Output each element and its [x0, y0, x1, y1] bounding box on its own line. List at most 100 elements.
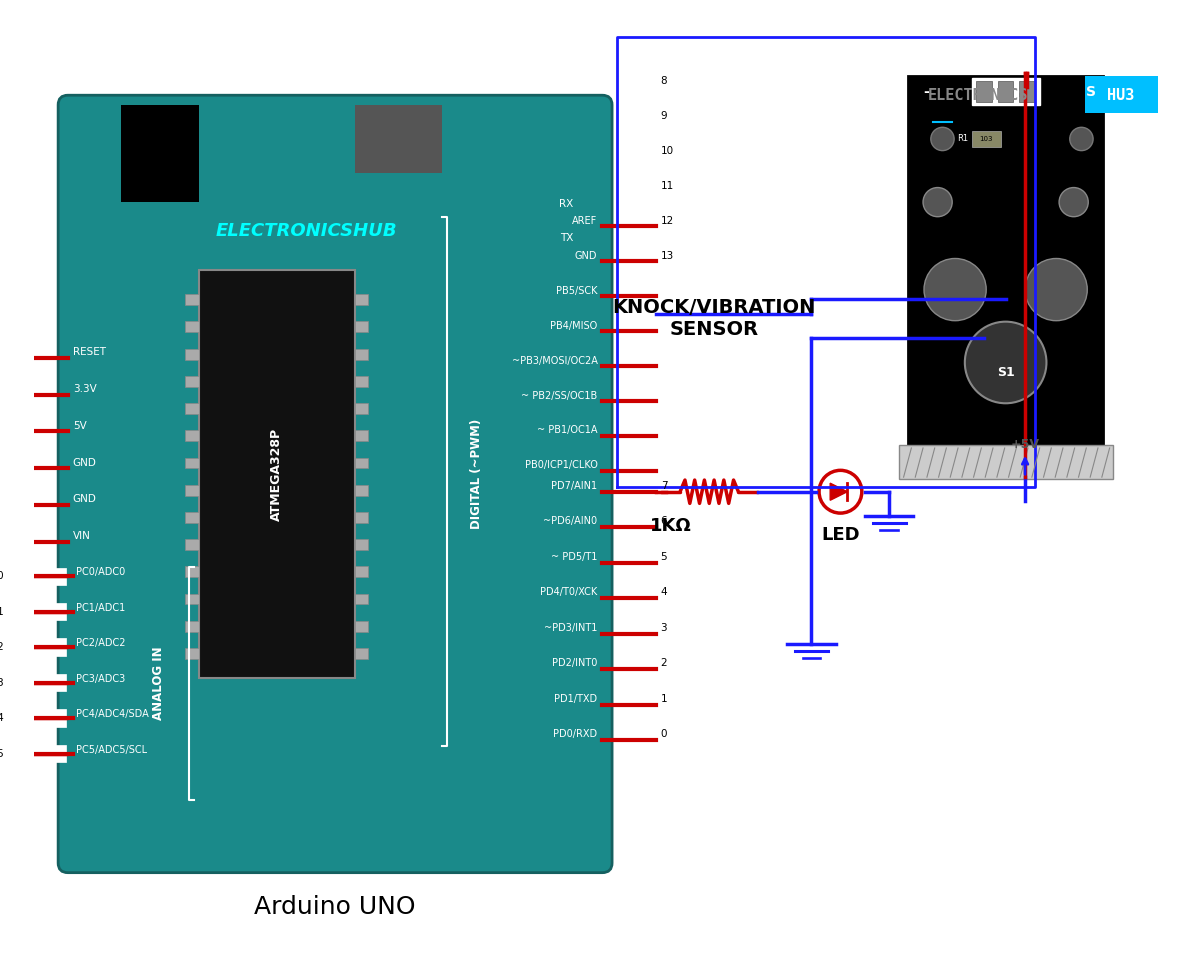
Bar [354, 349, 368, 360]
Text: ~PD3/INT1: ~PD3/INT1 [544, 623, 598, 632]
Text: KNOCK/VIBRATION
SENSOR: KNOCK/VIBRATION SENSOR [612, 298, 816, 339]
Bar [186, 512, 199, 522]
Text: HU3: HU3 [1106, 88, 1134, 103]
Text: 6: 6 [661, 517, 667, 526]
Bar [186, 485, 199, 495]
Text: ~PD6/AIN0: ~PD6/AIN0 [544, 517, 598, 526]
Text: PD2/INT0: PD2/INT0 [552, 658, 598, 668]
Bar [199, 270, 354, 679]
Bar [7, 603, 66, 621]
Text: ~ PB2/SS/OC1B: ~ PB2/SS/OC1B [521, 390, 598, 400]
Text: PB4/MISO: PB4/MISO [551, 321, 598, 331]
Text: 1: 1 [661, 694, 667, 704]
Circle shape [931, 127, 954, 150]
Bar [7, 638, 66, 656]
Text: ATMEGA328P: ATMEGA328P [270, 428, 283, 521]
FancyBboxPatch shape [58, 95, 612, 872]
Text: ANALOG IN: ANALOG IN [151, 646, 164, 720]
Bar [354, 321, 368, 333]
Text: -: - [923, 85, 929, 99]
Bar [998, 81, 1014, 102]
Bar [7, 710, 66, 727]
Text: A2: A2 [0, 642, 5, 653]
Circle shape [923, 188, 952, 217]
Text: PB0/ICP1/CLKO: PB0/ICP1/CLKO [524, 461, 598, 470]
Text: PC1/ADC1: PC1/ADC1 [76, 602, 125, 613]
Polygon shape [830, 483, 847, 500]
Text: 1KΩ: 1KΩ [649, 517, 691, 535]
Text: 3: 3 [661, 623, 667, 632]
Text: PC0/ADC0: PC0/ADC0 [76, 568, 125, 577]
Text: 2: 2 [661, 658, 667, 668]
Bar [7, 568, 66, 585]
Text: 0: 0 [661, 729, 667, 739]
Circle shape [1025, 258, 1087, 321]
Text: ~ PB1/OC1A: ~ PB1/OC1A [536, 425, 598, 436]
Text: 5V: 5V [73, 420, 86, 431]
Text: AREF: AREF [572, 216, 598, 226]
Bar [121, 105, 199, 202]
Bar [354, 458, 368, 469]
Bar [1085, 76, 1158, 113]
Bar [1019, 81, 1034, 102]
Text: R1: R1 [958, 134, 968, 144]
Bar [186, 376, 199, 387]
Text: DIGITAL (~PWM): DIGITAL (~PWM) [469, 419, 482, 529]
Text: VIN: VIN [73, 531, 90, 542]
Text: RESET: RESET [73, 347, 106, 357]
Text: 5: 5 [661, 551, 667, 562]
Text: 103: 103 [979, 136, 992, 142]
Bar [186, 430, 199, 442]
Text: PD4/T0/XCK: PD4/T0/XCK [540, 587, 598, 598]
Bar [186, 594, 199, 604]
Text: 8: 8 [661, 75, 667, 86]
Text: PB5/SCK: PB5/SCK [556, 285, 598, 296]
Bar [186, 321, 199, 333]
Circle shape [924, 258, 986, 321]
Circle shape [1069, 127, 1093, 150]
Text: A1: A1 [0, 606, 5, 617]
Text: 9: 9 [661, 111, 667, 120]
Text: ~ PD5/T1: ~ PD5/T1 [551, 551, 598, 562]
Bar [186, 567, 199, 577]
Text: ~PB3/MOSI/OC2A: ~PB3/MOSI/OC2A [511, 356, 598, 365]
Bar [354, 539, 368, 550]
Bar [354, 512, 368, 522]
Text: GND: GND [73, 495, 96, 504]
Bar [186, 539, 199, 550]
Bar [354, 376, 368, 387]
Bar [354, 403, 368, 414]
Bar [186, 349, 199, 360]
Text: Arduino UNO: Arduino UNO [254, 895, 416, 919]
Circle shape [965, 322, 1046, 403]
Text: PC3/ADC3: PC3/ADC3 [76, 674, 125, 683]
Text: 4: 4 [661, 587, 667, 598]
Bar [977, 81, 992, 102]
Text: A0: A0 [0, 572, 5, 581]
Text: 11: 11 [661, 180, 674, 191]
Text: GND: GND [73, 458, 96, 468]
Text: RX: RX [559, 199, 574, 209]
Bar [972, 78, 1039, 105]
Text: 3.3V: 3.3V [73, 384, 96, 393]
Text: TX: TX [560, 232, 574, 243]
Bar [354, 648, 368, 658]
Bar [354, 567, 368, 577]
Bar [354, 594, 368, 604]
Bar [354, 621, 368, 631]
Bar [186, 621, 199, 631]
Text: GND: GND [575, 251, 598, 260]
Bar [354, 294, 368, 306]
Text: PC4/ADC4/SDA: PC4/ADC4/SDA [76, 710, 149, 719]
Text: 12: 12 [661, 216, 674, 226]
Bar [899, 445, 1112, 479]
Text: PD7/AIN1: PD7/AIN1 [551, 481, 598, 491]
Bar [354, 105, 442, 173]
Text: 10: 10 [661, 146, 673, 155]
Bar [908, 76, 1103, 445]
Circle shape [1060, 188, 1088, 217]
Text: A5: A5 [0, 749, 5, 759]
Text: LED: LED [821, 526, 859, 545]
Bar [354, 430, 368, 442]
Text: 13: 13 [661, 251, 674, 260]
